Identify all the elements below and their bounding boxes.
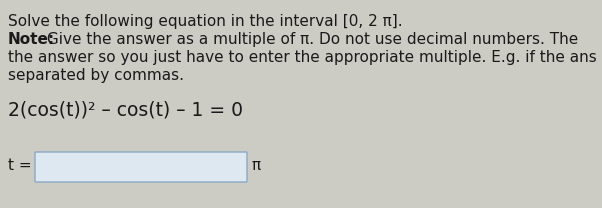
Text: 2(cos(t))² – cos(t) – 1 = 0: 2(cos(t))² – cos(t) – 1 = 0 [8, 100, 243, 119]
Text: Give the answer as a multiple of π. Do not use decimal numbers. The: Give the answer as a multiple of π. Do n… [42, 32, 579, 47]
FancyBboxPatch shape [35, 152, 247, 182]
Text: separated by commas.: separated by commas. [8, 68, 184, 83]
Text: t =: t = [8, 157, 32, 172]
Text: the answer so you just have to enter the appropriate multiple. E.g. if the ans: the answer so you just have to enter the… [8, 50, 597, 65]
Text: π: π [252, 157, 261, 172]
Text: Solve the following equation in the interval [0, 2 π].: Solve the following equation in the inte… [8, 14, 403, 29]
Text: Note:: Note: [8, 32, 55, 47]
